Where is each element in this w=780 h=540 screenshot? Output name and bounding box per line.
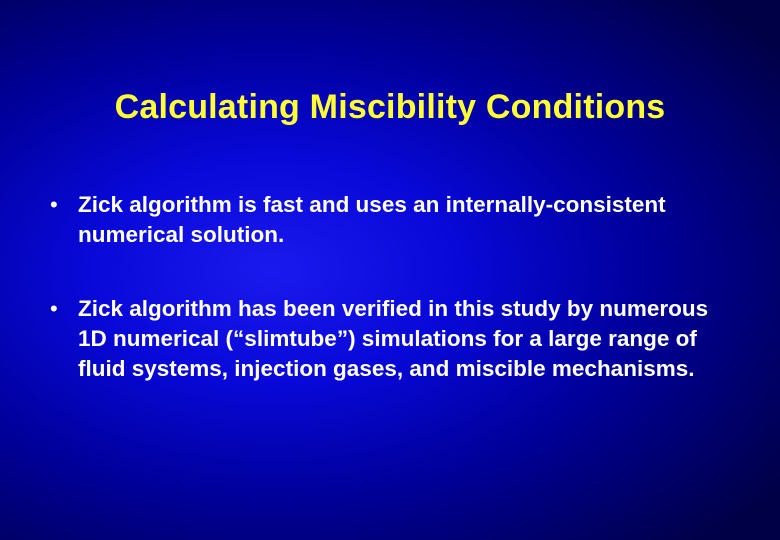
slide-body: • Zick algorithm is fast and uses an int…: [48, 190, 740, 428]
bullet-item: • Zick algorithm has been verified in th…: [48, 294, 740, 384]
bullet-marker-icon: •: [48, 294, 78, 324]
bullet-text: Zick algorithm has been verified in this…: [78, 294, 740, 384]
bullet-item: • Zick algorithm is fast and uses an int…: [48, 190, 740, 250]
slide-title: Calculating Miscibility Conditions: [0, 88, 780, 127]
slide: Calculating Miscibility Conditions • Zic…: [0, 0, 780, 540]
bullet-text: Zick algorithm is fast and uses an inter…: [78, 190, 740, 250]
bullet-marker-icon: •: [48, 190, 78, 220]
